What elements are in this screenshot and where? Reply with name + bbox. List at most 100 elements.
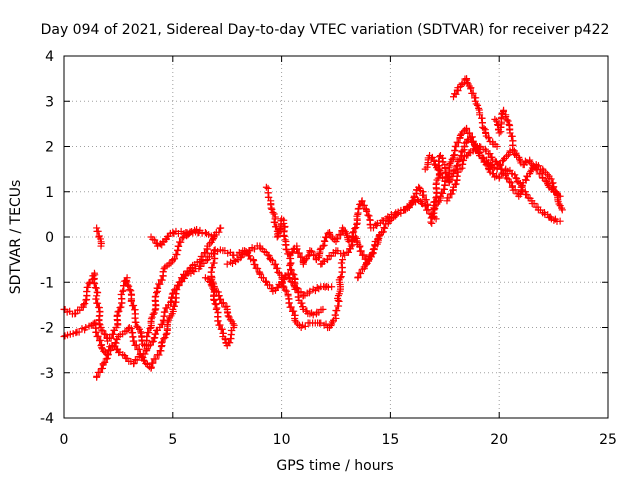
trace-marker	[450, 167, 458, 175]
trace-marker	[141, 350, 149, 358]
trace-marker	[452, 143, 460, 151]
trace-marker	[159, 268, 167, 276]
y-tick-label: -2	[40, 321, 54, 337]
data-point	[332, 314, 340, 322]
trace-marker	[324, 255, 332, 263]
trace-marker	[115, 307, 123, 315]
trace-marker	[355, 204, 363, 212]
trace-marker	[150, 309, 158, 317]
trace-marker	[308, 247, 316, 255]
x-tick-label: 20	[490, 432, 508, 448]
data-point	[480, 124, 488, 132]
trace-marker	[463, 79, 471, 87]
trace-marker	[149, 310, 157, 318]
trace-marker	[99, 327, 107, 335]
data-point	[491, 115, 499, 123]
trace-marker	[357, 247, 365, 255]
series-track-5	[147, 227, 203, 250]
trace-marker	[446, 160, 454, 168]
series-track-8	[262, 183, 327, 319]
trace-marker	[288, 249, 296, 257]
trace-marker	[152, 355, 160, 363]
trace-marker	[367, 253, 375, 261]
data-point	[432, 215, 440, 223]
trace-marker	[316, 246, 324, 254]
trace-marker	[337, 231, 345, 239]
trace-marker	[522, 176, 530, 184]
trace-marker	[498, 165, 506, 173]
trace-marker	[472, 100, 480, 108]
trace-marker	[337, 259, 345, 267]
trace-marker	[286, 266, 294, 274]
data-point	[71, 310, 79, 318]
trace-marker	[107, 334, 115, 342]
series-track-14	[443, 143, 566, 214]
trace-marker	[327, 322, 335, 330]
trace-marker	[285, 250, 293, 258]
trace-marker	[286, 262, 294, 270]
trace-marker	[279, 282, 287, 290]
data-point	[195, 228, 203, 236]
trace-marker	[445, 194, 453, 202]
trace-marker	[503, 174, 511, 182]
trace-marker	[285, 274, 293, 282]
trace-marker	[229, 320, 237, 328]
trace-marker	[155, 351, 163, 359]
trace-marker	[365, 212, 373, 220]
trace-marker	[127, 297, 135, 305]
trace-marker	[91, 280, 99, 288]
data-point	[97, 242, 105, 250]
trace-marker	[455, 139, 463, 147]
series-track-4	[93, 224, 105, 250]
data-point	[408, 197, 416, 205]
data-point	[319, 305, 327, 313]
trace-marker	[397, 209, 405, 217]
trace-marker	[170, 286, 178, 294]
trace-marker	[172, 285, 180, 293]
trace-marker	[360, 201, 368, 209]
trace-marker	[105, 347, 113, 355]
trace-marker	[103, 354, 111, 362]
trace-marker	[202, 249, 210, 257]
trace-marker	[171, 255, 179, 263]
trace-marker	[468, 133, 476, 141]
data-point	[558, 206, 566, 214]
trace-marker	[496, 161, 504, 169]
trace-marker	[254, 265, 262, 273]
data-point	[267, 256, 275, 264]
trace-marker	[462, 125, 470, 133]
trace-marker	[217, 295, 225, 303]
trace-marker	[160, 335, 168, 343]
x-tick-label: 25	[599, 432, 617, 448]
trace-marker	[334, 235, 342, 243]
series-track-17	[421, 152, 447, 182]
y-tick-label: -1	[40, 275, 54, 291]
y-tick-label: 3	[45, 94, 54, 110]
trace-marker	[469, 89, 477, 97]
data-point	[556, 217, 564, 225]
trace-marker	[163, 304, 171, 312]
data-point	[82, 324, 90, 331]
trace-marker	[152, 292, 160, 300]
trace-marker	[206, 240, 214, 248]
trace-marker	[268, 256, 276, 264]
trace-marker	[149, 359, 157, 367]
trace-marker	[363, 207, 371, 215]
x-axis-label: GPS time / hours	[276, 458, 393, 474]
trace-marker	[122, 277, 130, 285]
trace-marker	[460, 156, 468, 164]
trace-marker	[102, 331, 110, 339]
trace-marker	[96, 368, 104, 376]
trace-marker	[280, 283, 288, 291]
y-tick-label: 0	[45, 230, 54, 246]
trace-marker	[177, 278, 185, 286]
trace-marker	[145, 329, 153, 337]
trace-marker	[181, 271, 189, 279]
trace-marker	[475, 104, 483, 112]
trace-marker	[530, 199, 538, 207]
trace-marker	[151, 236, 159, 244]
y-tick-labels: 4 3 2 1 0 -1 -2 -3 -4	[40, 49, 54, 427]
trace-marker	[357, 269, 365, 277]
trace-marker	[117, 303, 125, 311]
trace-marker	[345, 248, 353, 256]
